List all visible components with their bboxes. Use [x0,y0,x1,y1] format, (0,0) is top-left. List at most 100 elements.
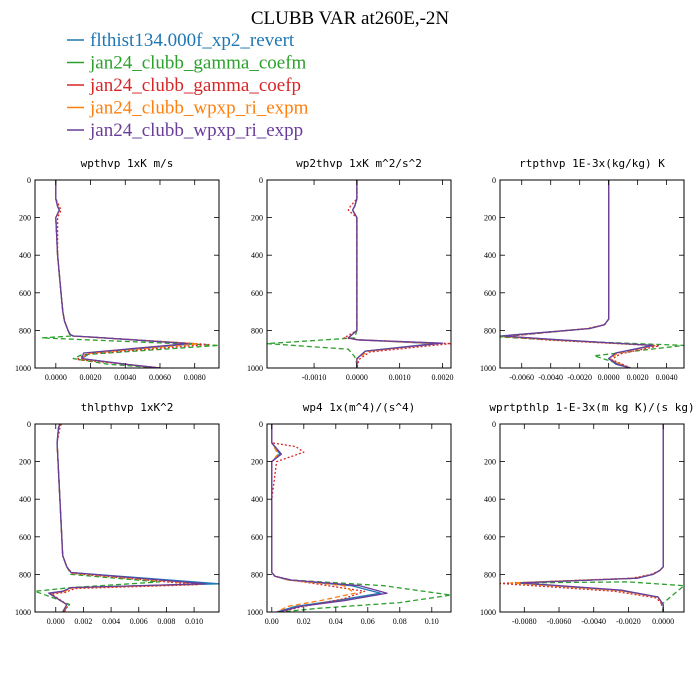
y-tick-label: 0 [492,420,496,429]
panel-title: wpthvp 1xK m/s [81,157,174,170]
y-tick-label: 600 [251,289,263,298]
series-line [502,180,655,368]
panel-title: rtpthvp 1E-3x(kg/kg) K [519,157,665,170]
legend-item: jan24_clubb_wpxp_ri_expp [67,120,303,141]
x-tick-label: 0.0040 [114,373,136,382]
y-tick-label: 200 [484,458,496,467]
series-group [41,180,219,368]
x-tick-label: 0.004 [102,617,120,626]
series-line [347,180,444,368]
x-tick-label: 0.0080 [184,373,206,382]
x-tick-label: 0.0000 [45,373,67,382]
legend-item: jan24_clubb_gamma_coefm [67,53,307,74]
y-tick-label: 800 [251,326,263,335]
y-tick-label: 600 [484,533,496,542]
x-tick-label: 0.0040 [656,373,678,382]
panel: wpthvp 1xK m/s 0 200 400 600 800 1000 0.0000 0.0… [15,157,220,382]
y-tick-label: 200 [19,458,31,467]
series-line [55,180,189,368]
y-tick-label: 1000 [480,608,496,617]
series-line [35,424,161,612]
plot-frame [266,179,452,369]
y-tick-label: 400 [484,495,496,504]
y-tick-label: 400 [19,495,31,504]
x-tick-label: 0.0000 [346,373,368,382]
y-tick-label: 600 [19,289,31,298]
series-line [520,424,664,612]
y-tick-label: 200 [19,214,31,223]
series-line [271,424,388,612]
x-tick-label: 0.000 [47,617,65,626]
legend-label: jan24_clubb_wpxp_ri_expp [89,120,303,141]
x-tick-label: 0.002 [74,617,92,626]
x-tick-label: 0.006 [130,617,148,626]
legend-item: flthist134.000f_xp2_revert [67,30,295,51]
plot-frame [499,423,685,613]
y-tick-label: 800 [484,570,496,579]
x-tick-label: -0.0040 [581,617,606,626]
y-tick-label: 400 [484,251,496,260]
series-line [48,424,206,612]
y-tick-label: 0 [259,176,263,185]
y-tick-label: 600 [19,533,31,542]
y-tick-label: 1000 [15,608,31,617]
series-line [502,180,656,368]
panel-title: wp4 1x(m^4)/(s^4) [303,401,416,414]
series-line [267,180,358,368]
y-tick-label: 200 [251,458,263,467]
y-tick-label: 0 [259,420,263,429]
series-line [500,180,653,368]
y-tick-label: 1000 [15,364,31,373]
plot-frame [34,423,220,613]
panel-title: wprtpthlp 1-E-3x(m kg K)/(s kg) [489,401,694,414]
y-tick-label: 0 [27,176,31,185]
x-tick-label: 0.0020 [80,373,102,382]
legend-label: flthist134.000f_xp2_revert [90,30,295,51]
x-tick-label: 0.0020 [627,373,649,382]
x-tick-label: -0.0040 [538,373,563,382]
panel: rtpthvp 1E-3x(kg/kg) K 0 200 400 600 800 1000 -… [480,157,685,382]
y-tick-label: 1000 [247,608,263,617]
y-tick-label: 1000 [480,364,496,373]
panel: thlpthvp 1xK^2 0 200 400 600 800 1000 0.000 0.00… [15,401,220,626]
y-tick-label: 400 [251,495,263,504]
y-tick-label: 0 [492,176,496,185]
x-tick-label: 0.08 [393,617,407,626]
series-group [500,424,684,612]
x-tick-label: -0.0010 [302,373,327,382]
x-tick-label: 0.0010 [389,373,411,382]
x-tick-label: -0.0020 [616,617,641,626]
series-group [267,180,451,368]
series-line [503,180,661,368]
legend-label: jan24_clubb_wpxp_ri_expm [89,98,309,119]
x-tick-label: 0.06 [361,617,375,626]
figure-title: CLUBB VAR at260E,-2N [251,8,450,29]
y-tick-label: 800 [251,570,263,579]
x-tick-label: 0.008 [157,617,175,626]
series-line [500,180,684,368]
x-tick-label: 0.0020 [431,373,453,382]
series-group [271,424,451,612]
x-tick-label: 0.0060 [149,373,171,382]
series-group [500,180,684,368]
y-tick-label: 600 [251,533,263,542]
legend-item: jan24_clubb_wpxp_ri_expm [67,98,309,119]
plot-frame [34,179,220,369]
series-line [41,180,219,368]
panel-title: thlpthvp 1xK^2 [81,401,174,414]
legend-label: jan24_clubb_gamma_coefp [89,75,301,96]
y-tick-label: 1000 [247,364,263,373]
x-tick-label: 0.02 [297,617,311,626]
panel: wp2thvp 1xK m^2/s^2 0 200 400 600 800 1000 -0.0… [247,157,453,382]
legend-item: jan24_clubb_gamma_coefp [67,75,301,96]
panel: wprtpthlp 1-E-3x(m kg K)/(s kg) 0 200 400 60… [480,401,695,626]
series-line [343,180,451,368]
x-tick-label: 0.0000 [598,373,620,382]
x-tick-label: 0.010 [185,617,203,626]
plot-frame [266,423,452,613]
x-tick-label: 0.10 [425,617,439,626]
y-tick-label: 800 [19,326,31,335]
